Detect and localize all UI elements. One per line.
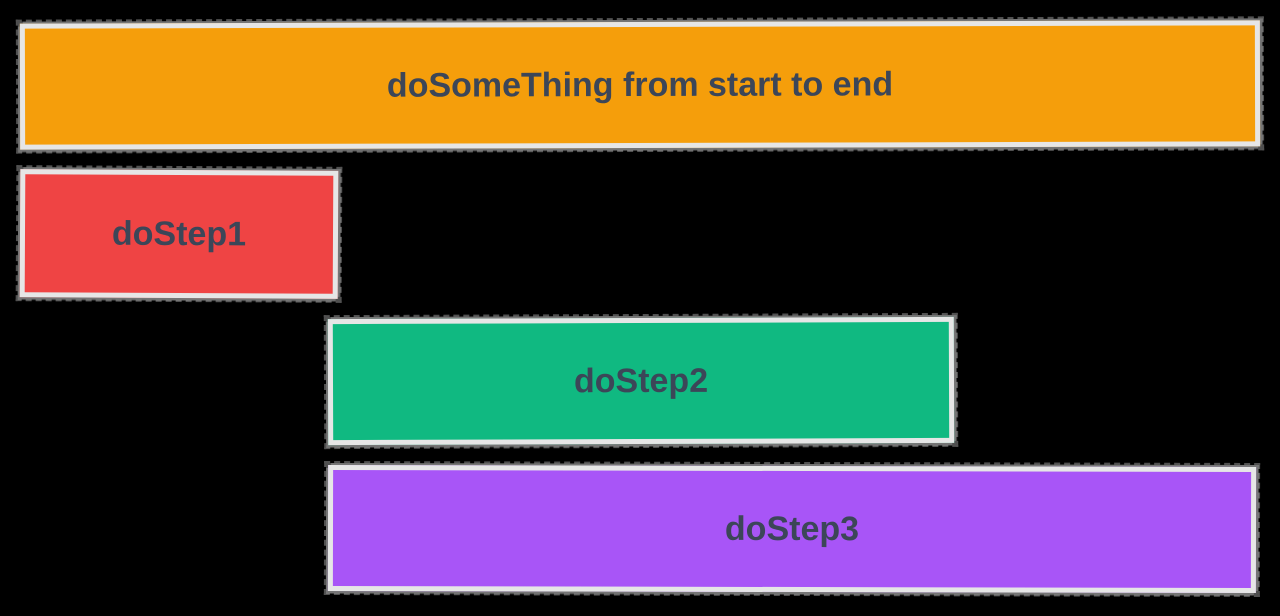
bar-do-step2: doStep2 [323,312,959,450]
bar-label-do-step2: doStep2 [573,361,709,400]
bar-label-do-step1: doStep1 [111,214,247,253]
bar-label-do-step3: doStep3 [724,509,860,548]
bar-label-do-something: doSomeThing from start to end [386,64,894,105]
bar-do-something: doSomeThing from start to end [15,16,1265,154]
bar-do-step3: doStep3 [323,461,1261,597]
bar-do-step1: doStep1 [15,165,343,303]
